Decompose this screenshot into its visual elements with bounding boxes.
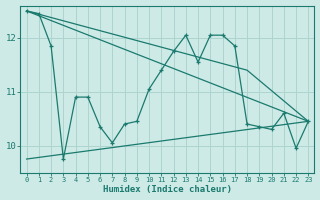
X-axis label: Humidex (Indice chaleur): Humidex (Indice chaleur) [103,185,232,194]
